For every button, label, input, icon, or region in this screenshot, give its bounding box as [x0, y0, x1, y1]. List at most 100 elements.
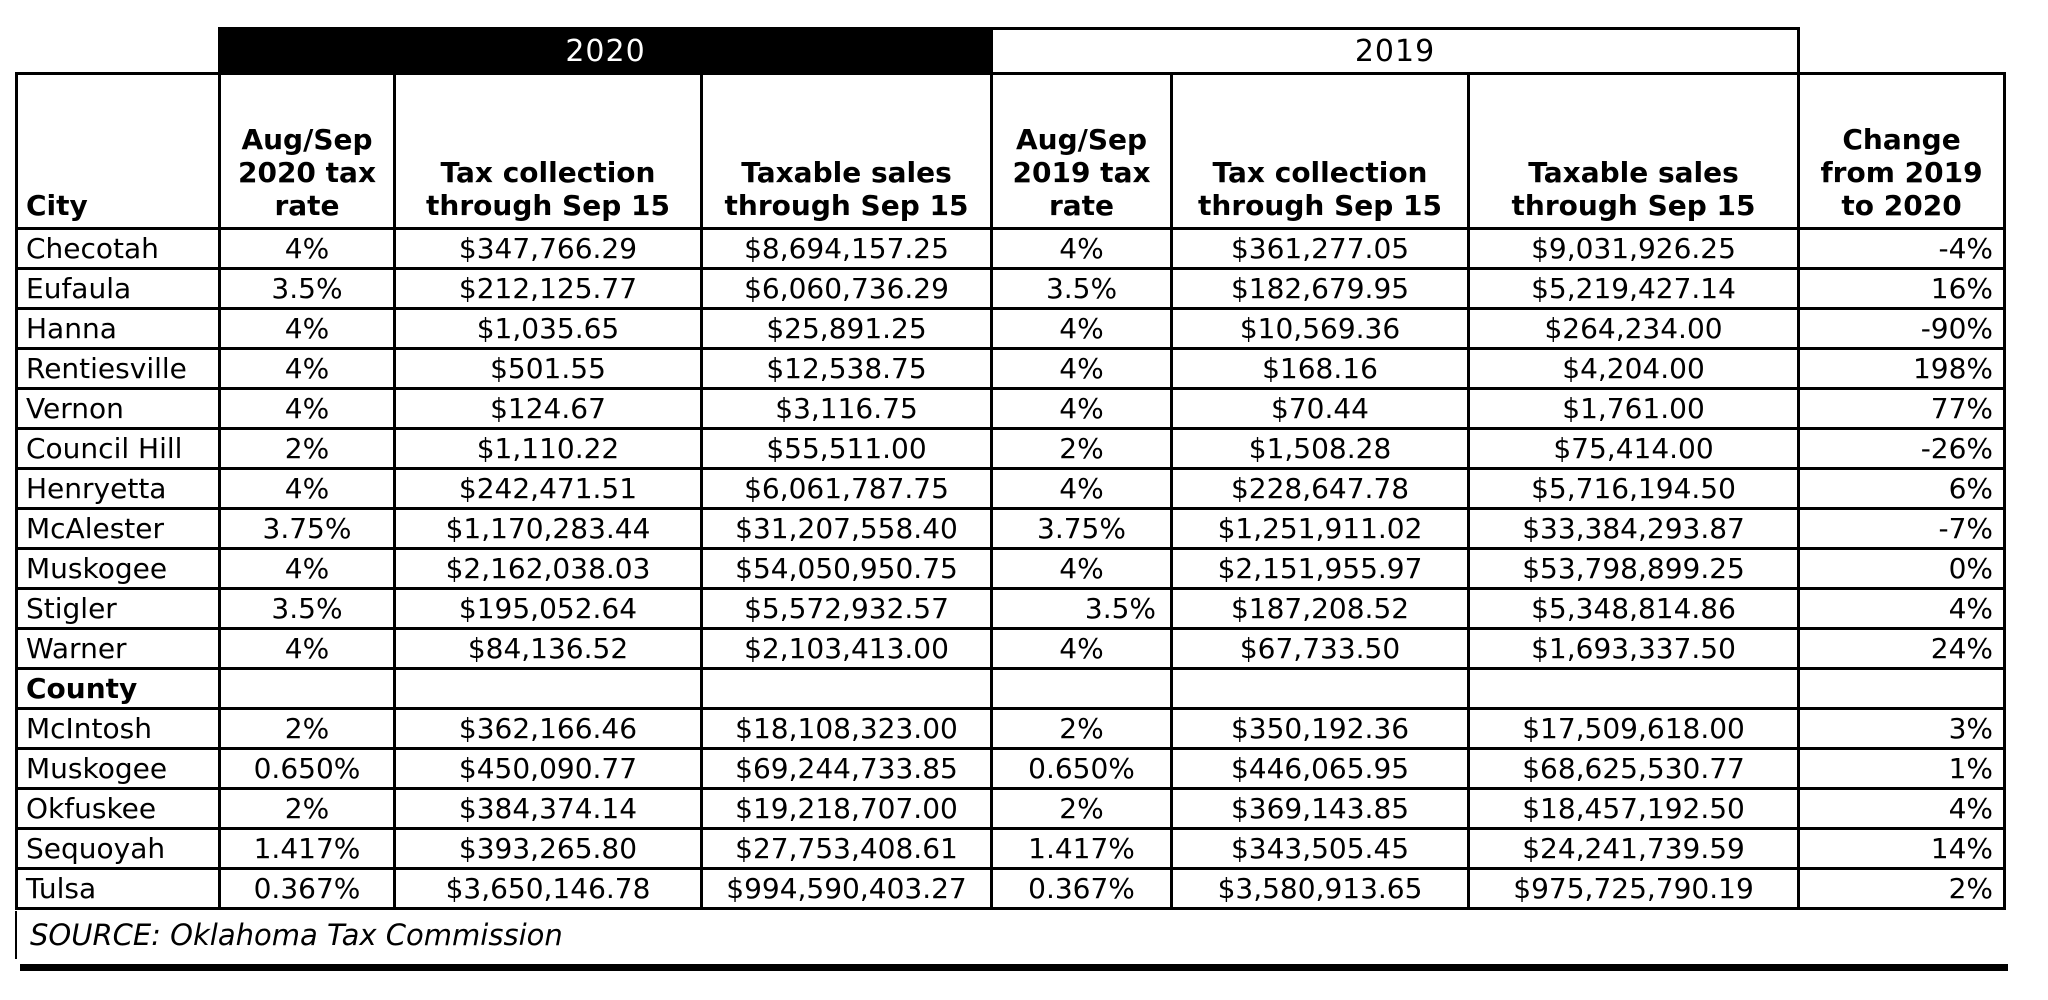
cell-sales-2019 [1467, 667, 1801, 710]
cell-collection-2019: $187,208.52 [1170, 587, 1471, 630]
cell-rate-2020: 1.417% [218, 827, 396, 870]
cell-sales-2020: $994,590,403.27 [699, 867, 994, 910]
cell-change: 198% [1797, 347, 2007, 390]
cell-name: Muskogee [15, 547, 221, 590]
cell-collection-2019: $67,733.50 [1170, 627, 1471, 670]
year-band-2019: 2019 [990, 27, 1801, 75]
cell-collection-2019: $2,151,955.97 [1170, 547, 1471, 590]
cell-rate-2020: 4% [218, 307, 396, 350]
header-city: City [15, 72, 221, 230]
cell-name: Checotah [15, 227, 221, 270]
cell-name: Warner [15, 627, 221, 670]
cell-change: 4% [1797, 587, 2007, 630]
cell-rate-2019: 0.650% [990, 747, 1174, 790]
cell-change: 3% [1797, 707, 2007, 750]
header-change: Change from 2019 to 2020 [1797, 72, 2007, 230]
city-row: Checotah 4% $347,766.29 $8,694,157.25 4% $361… [15, 227, 2007, 270]
cell-collection-2020: $195,052.64 [393, 587, 703, 630]
cell-sales-2020: $18,108,323.00 [699, 707, 994, 750]
city-row: Council Hill 2% $1,110.22 $55,511.00 2% $1,50… [15, 427, 2007, 470]
cell-rate-2019: 2% [990, 707, 1174, 750]
cell-rate-2019: 0.367% [990, 867, 1174, 910]
cell-rate-2019: 4% [990, 467, 1174, 510]
cell-collection-2020: $124.67 [393, 387, 703, 430]
cell-collection-2019 [1170, 667, 1471, 710]
cell-sales-2019: $264,234.00 [1467, 307, 1801, 350]
header-sales-2020: Taxable sales through Sep 15 [699, 72, 994, 230]
city-row: Stigler 3.5% $195,052.64 $5,572,932.57 3.5% $… [15, 587, 2007, 630]
cell-sales-2020: $6,061,787.75 [699, 467, 994, 510]
cell-collection-2020: $501.55 [393, 347, 703, 390]
cell-change: -7% [1797, 507, 2007, 550]
cell-collection-2020: $2,162,038.03 [393, 547, 703, 590]
cell-rate-2019: 4% [990, 307, 1174, 350]
cell-rate-2020: 2% [218, 707, 396, 750]
cell-collection-2020: $1,170,283.44 [393, 507, 703, 550]
cell-sales-2020: $54,050,950.75 [699, 547, 994, 590]
cell-rate-2020: 4% [218, 387, 396, 430]
cell-name: McIntosh [15, 707, 221, 750]
cell-rate-2019: 4% [990, 347, 1174, 390]
cell-sales-2020: $27,753,408.61 [699, 827, 994, 870]
cell-name: Eufaula [15, 267, 221, 310]
city-row: Muskogee 4% $2,162,038.03 $54,050,950.75 4% $… [15, 547, 2007, 590]
cell-change: 6% [1797, 467, 2007, 510]
cell-change: -4% [1797, 227, 2007, 270]
header-rate-2019: Aug/Sep 2019 tax rate [990, 72, 1174, 230]
cell-rate-2019: 2% [990, 787, 1174, 830]
cell-rate-2020: 3.75% [218, 507, 396, 550]
cell-sales-2020: $69,244,733.85 [699, 747, 994, 790]
cell-change [1797, 667, 2007, 710]
cell-change: 16% [1797, 267, 2007, 310]
cell-rate-2020: 4% [218, 547, 396, 590]
header-rate-2020: Aug/Sep 2020 tax rate [218, 72, 396, 230]
cell-sales-2019: $5,219,427.14 [1467, 267, 1801, 310]
cell-sales-2020: $6,060,736.29 [699, 267, 994, 310]
cell-rate-2019: 4% [990, 227, 1174, 270]
cell-collection-2020: $362,166.46 [393, 707, 703, 750]
cell-rate-2020: 3.5% [218, 587, 396, 630]
county-row: McIntosh 2% $362,166.46 $18,108,323.00 2% $35… [15, 707, 2007, 750]
cell-sales-2020: $3,116.75 [699, 387, 994, 430]
cell-name: Okfuskee [15, 787, 221, 830]
cell-collection-2020: $450,090.77 [393, 747, 703, 790]
cell-change: 0% [1797, 547, 2007, 590]
cell-sales-2019: $18,457,192.50 [1467, 787, 1801, 830]
city-row: Warner 4% $84,136.52 $2,103,413.00 4% $67,733… [15, 627, 2007, 670]
cell-sales-2020: $5,572,932.57 [699, 587, 994, 630]
cell-rate-2020: 2% [218, 787, 396, 830]
cell-collection-2019: $168.16 [1170, 347, 1471, 390]
cell-collection-2020: $347,766.29 [393, 227, 703, 270]
city-row: McAlester 3.75% $1,170,283.44 $31,207,558.4… [15, 507, 2007, 550]
cell-rate-2020: 2% [218, 427, 396, 470]
cell-collection-2019: $1,251,911.02 [1170, 507, 1471, 550]
cell-sales-2020 [699, 667, 994, 710]
county-row: Okfuskee 2% $384,374.14 $19,218,707.00 2% $36… [15, 787, 2007, 830]
cell-name: McAlester [15, 507, 221, 550]
column-header-row: City Aug/Sep 2020 tax rate Tax collection … [15, 72, 2007, 230]
cell-collection-2020: $1,035.65 [393, 307, 703, 350]
cell-collection-2020: $84,136.52 [393, 627, 703, 670]
cell-sales-2019: $5,716,194.50 [1467, 467, 1801, 510]
cell-name: Henryetta [15, 467, 221, 510]
year-band-2020: 2020 [217, 27, 994, 75]
cell-rate-2019: 2% [990, 427, 1174, 470]
cell-collection-2020 [393, 667, 703, 710]
cell-sales-2019: $1,693,337.50 [1467, 627, 1801, 670]
cell-collection-2019: $1,508.28 [1170, 427, 1471, 470]
table-body: Checotah 4% $347,766.29 $8,694,157.25 4% $361… [15, 227, 2007, 910]
cell-collection-2020: $384,374.14 [393, 787, 703, 830]
cell-rate-2020: 0.367% [218, 867, 396, 910]
cell-sales-2020: $8,694,157.25 [699, 227, 994, 270]
cell-rate-2019: 3.5% [990, 587, 1174, 630]
cell-collection-2019: $361,277.05 [1170, 227, 1471, 270]
cell-sales-2019: $17,509,618.00 [1467, 707, 1801, 750]
cell-rate-2019: 4% [990, 387, 1174, 430]
cell-sales-2019: $75,414.00 [1467, 427, 1801, 470]
city-row: Vernon 4% $124.67 $3,116.75 4% $70.44 $1,761.0… [15, 387, 2007, 430]
cell-name: Vernon [15, 387, 221, 430]
cell-sales-2020: $19,218,707.00 [699, 787, 994, 830]
cell-sales-2019: $4,204.00 [1467, 347, 1801, 390]
cell-change: 24% [1797, 627, 2007, 670]
